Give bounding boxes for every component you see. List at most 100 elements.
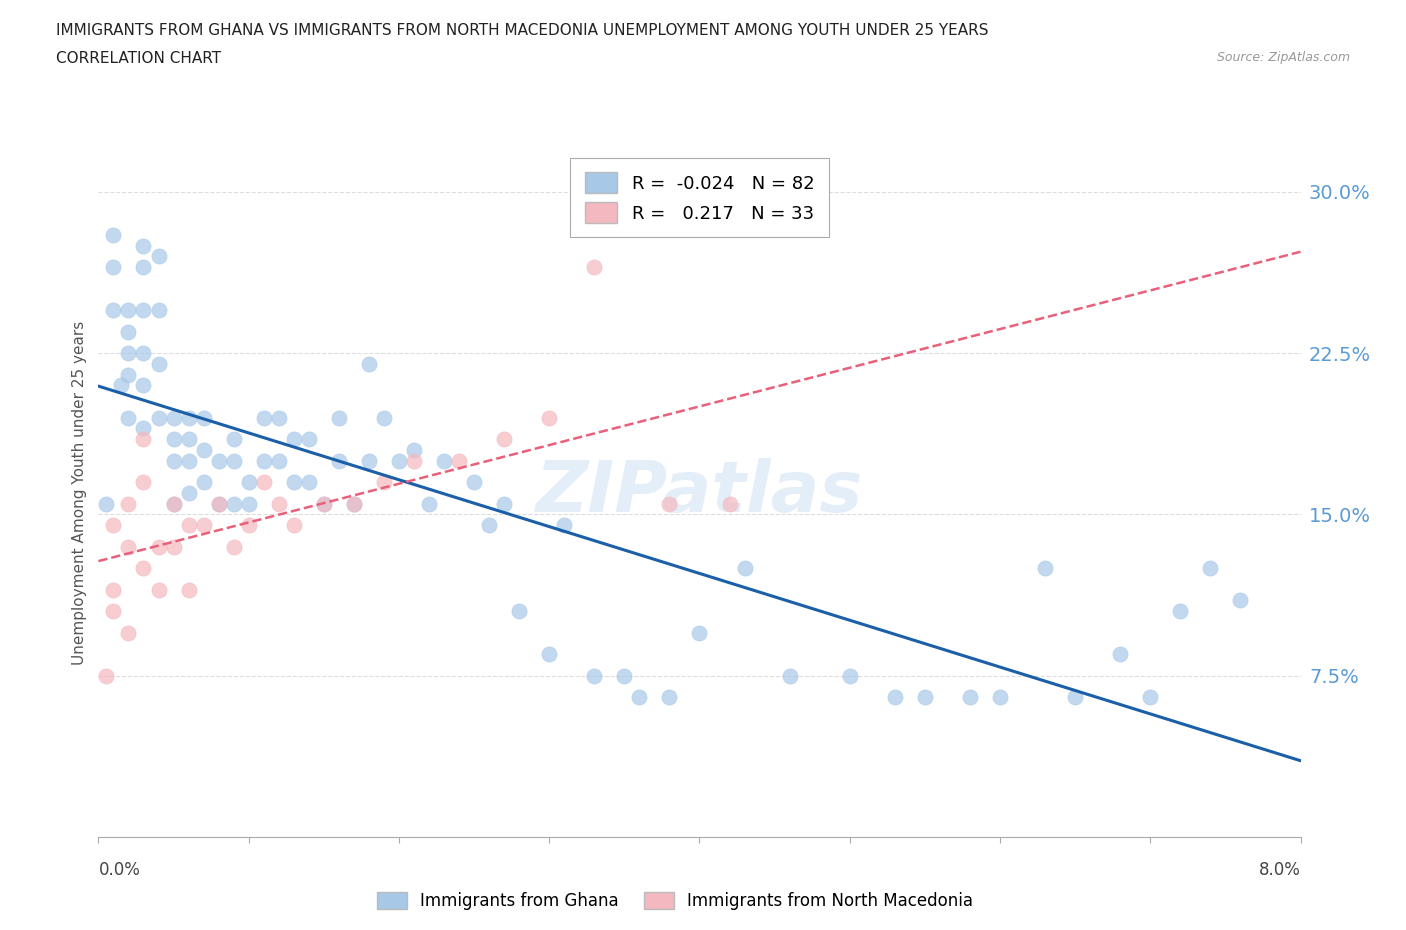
Point <box>658 690 681 705</box>
Point <box>117 325 139 339</box>
Point <box>162 432 184 446</box>
Point <box>94 497 117 512</box>
Point <box>312 497 335 512</box>
Point <box>132 378 155 392</box>
Point <box>117 367 139 382</box>
Point <box>402 443 425 458</box>
Point <box>193 474 215 489</box>
Point <box>433 453 456 468</box>
Point <box>117 346 139 361</box>
Point <box>177 485 200 500</box>
Point <box>132 346 155 361</box>
Point <box>328 453 350 468</box>
Point <box>583 669 606 684</box>
Point <box>463 474 485 489</box>
Point <box>343 497 366 512</box>
Point <box>148 249 170 264</box>
Point <box>177 410 200 425</box>
Point <box>1168 604 1191 618</box>
Point <box>222 432 245 446</box>
Point <box>193 443 215 458</box>
Point <box>538 410 561 425</box>
Point <box>658 497 681 512</box>
Point <box>253 410 276 425</box>
Point <box>779 669 801 684</box>
Point <box>148 582 170 597</box>
Point <box>734 561 756 576</box>
Point <box>283 432 305 446</box>
Point <box>343 497 366 512</box>
Point <box>494 432 516 446</box>
Point <box>238 474 260 489</box>
Text: IMMIGRANTS FROM GHANA VS IMMIGRANTS FROM NORTH MACEDONIA UNEMPLOYMENT AMONG YOUT: IMMIGRANTS FROM GHANA VS IMMIGRANTS FROM… <box>56 23 988 38</box>
Point <box>177 432 200 446</box>
Point <box>238 497 260 512</box>
Point <box>177 453 200 468</box>
Point <box>193 410 215 425</box>
Point <box>267 453 290 468</box>
Point <box>177 582 200 597</box>
Point <box>132 421 155 436</box>
Point <box>583 259 606 274</box>
Point <box>253 474 276 489</box>
Point <box>1033 561 1056 576</box>
Point <box>447 453 470 468</box>
Point <box>117 497 139 512</box>
Point <box>208 453 231 468</box>
Point <box>103 604 125 618</box>
Point <box>117 539 139 554</box>
Point <box>388 453 411 468</box>
Point <box>283 474 305 489</box>
Point <box>959 690 981 705</box>
Point <box>1109 646 1132 661</box>
Point <box>1139 690 1161 705</box>
Point <box>613 669 636 684</box>
Point <box>103 302 125 317</box>
Point <box>298 474 321 489</box>
Point <box>208 497 231 512</box>
Point <box>312 497 335 512</box>
Point <box>132 302 155 317</box>
Point <box>103 518 125 533</box>
Legend: R =  -0.024   N = 82, R =   0.217   N = 33: R = -0.024 N = 82, R = 0.217 N = 33 <box>571 158 828 237</box>
Text: 0.0%: 0.0% <box>98 860 141 879</box>
Point <box>162 410 184 425</box>
Point <box>162 497 184 512</box>
Point <box>103 259 125 274</box>
Point <box>162 539 184 554</box>
Text: ZIPatlas: ZIPatlas <box>536 458 863 527</box>
Point <box>418 497 440 512</box>
Point <box>148 356 170 371</box>
Point <box>402 453 425 468</box>
Point <box>132 238 155 253</box>
Point <box>357 453 380 468</box>
Point <box>538 646 561 661</box>
Point <box>222 453 245 468</box>
Point <box>883 690 905 705</box>
Point <box>132 561 155 576</box>
Point <box>132 432 155 446</box>
Point <box>373 474 395 489</box>
Point <box>914 690 936 705</box>
Point <box>208 497 231 512</box>
Point <box>193 518 215 533</box>
Point <box>148 302 170 317</box>
Point <box>283 518 305 533</box>
Point <box>298 432 321 446</box>
Point <box>1064 690 1087 705</box>
Point <box>688 625 710 640</box>
Point <box>838 669 860 684</box>
Point <box>117 625 139 640</box>
Point <box>1199 561 1222 576</box>
Point <box>162 453 184 468</box>
Point <box>94 669 117 684</box>
Point <box>222 539 245 554</box>
Point <box>478 518 501 533</box>
Point <box>132 474 155 489</box>
Point <box>267 497 290 512</box>
Point <box>328 410 350 425</box>
Point <box>222 497 245 512</box>
Point <box>117 302 139 317</box>
Point <box>132 259 155 274</box>
Legend: Immigrants from Ghana, Immigrants from North Macedonia: Immigrants from Ghana, Immigrants from N… <box>370 885 980 917</box>
